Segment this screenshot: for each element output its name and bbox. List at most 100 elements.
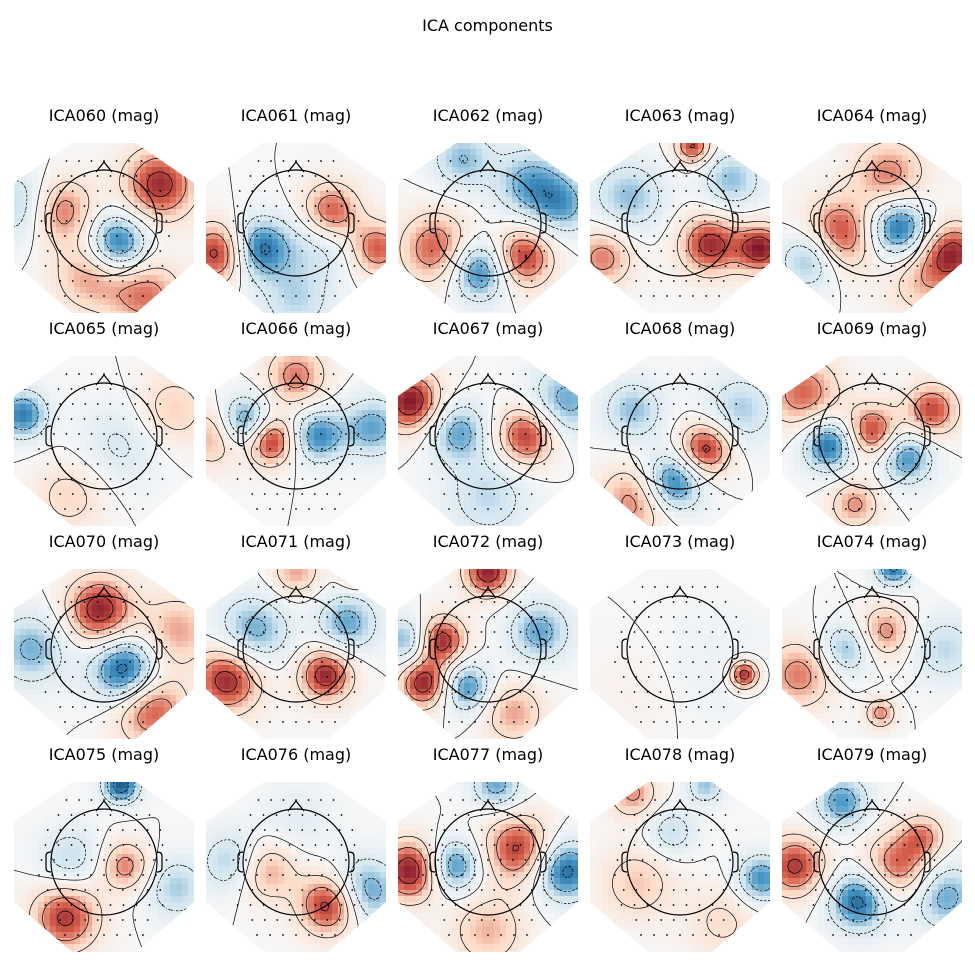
sensor-dot [57, 631, 60, 633]
sensor-dot [711, 205, 714, 207]
sensor-dot [327, 388, 330, 390]
sensor-dot [877, 601, 880, 603]
sensor-dot [332, 799, 335, 801]
sensor-dot [327, 205, 330, 207]
sensor-dot [115, 373, 118, 375]
sensor-dot [116, 295, 118, 297]
sensor-dot [877, 463, 880, 465]
nose [287, 800, 305, 812]
field-map [14, 782, 194, 952]
sensor-dot [249, 814, 252, 816]
sensor-dot [96, 403, 99, 405]
sensor-dot [620, 631, 623, 633]
sensor-dot [833, 586, 836, 588]
sensor-dot [90, 448, 92, 450]
field-map [782, 143, 962, 313]
sensor-dot [270, 859, 272, 861]
sensor-dot [480, 190, 483, 192]
sensor-dot [910, 448, 912, 450]
sensor-dot [40, 433, 43, 435]
sensor-dot [871, 508, 873, 510]
sensor-dot [83, 175, 86, 177]
sensor-dot [679, 448, 681, 450]
sensor-dot [83, 388, 86, 390]
sensor-dot [428, 844, 431, 846]
sensor-dot [334, 295, 336, 297]
sensor-dot [159, 676, 162, 678]
ear-left [45, 212, 52, 234]
sensor-dot [506, 265, 509, 267]
sensor-dot [70, 844, 73, 846]
field-map [398, 569, 578, 739]
head-circle [818, 808, 926, 916]
sensor-dot [430, 616, 433, 618]
sensor-dot [269, 874, 271, 876]
field-map [590, 356, 770, 526]
sensor-dot [871, 433, 873, 435]
sensor-dot [838, 844, 841, 846]
sensor-dot [103, 508, 105, 510]
sensor-dot [500, 661, 502, 663]
sensor-dot [140, 160, 143, 162]
sensor-dot [537, 859, 539, 861]
sensor-dot [454, 175, 457, 177]
sensor-dot [467, 691, 470, 693]
sensor-dot [129, 874, 131, 876]
sensor-dot [500, 508, 502, 510]
sensor-dot [454, 844, 457, 846]
head-outline [813, 374, 931, 490]
sensor-dot [666, 721, 668, 723]
sensor-dot [353, 478, 356, 480]
sensor-dot [654, 586, 656, 588]
sensor-dot [545, 265, 548, 267]
sensor-dot [685, 280, 688, 282]
sensor-dot [532, 814, 535, 816]
sensor-dot [902, 493, 905, 495]
sensor-dot [487, 433, 489, 435]
sensor-dot [896, 859, 898, 861]
sensor-dot [641, 433, 644, 435]
sensor-dot [833, 220, 836, 222]
sensor-dot [480, 919, 483, 921]
sensor-dot [83, 418, 86, 420]
sensor-dot [716, 859, 719, 861]
sensor-dot [833, 859, 836, 861]
nose [287, 161, 305, 173]
sensor-dot [493, 250, 496, 252]
topomap-title: ICA070 (mag) [48, 532, 160, 551]
sensor-dot [897, 448, 899, 450]
sensor-dot [422, 235, 424, 237]
sensor-dot [825, 691, 828, 693]
sensor-dot [889, 889, 892, 891]
sensor-dot [532, 631, 535, 633]
sensor-dot [908, 646, 911, 648]
sensor-dot [735, 403, 738, 405]
sensor-dot [710, 463, 713, 465]
sensor-dot [135, 175, 138, 177]
sensor-dot [552, 448, 554, 450]
nose [287, 374, 305, 386]
sensor-dot [744, 874, 746, 876]
head-circle [434, 595, 542, 703]
topomap-panel: ICA077 (mag) [398, 745, 578, 958]
sensor-dot [441, 388, 444, 390]
contour-line [601, 424, 732, 526]
sensor-dot [353, 631, 356, 633]
sensor-dot [519, 631, 522, 633]
field-map [398, 143, 578, 313]
sensor-dot [685, 388, 688, 390]
sensor-dot [71, 919, 74, 921]
sensor-dot [710, 706, 713, 708]
sensor-dot [116, 874, 118, 876]
sensor-dot [474, 448, 476, 450]
sensor-dot [295, 721, 297, 723]
sensor-dot [121, 829, 124, 831]
sensor-dot [518, 403, 521, 405]
ear-right [924, 851, 931, 873]
sensor-dot [704, 646, 706, 648]
sensor-dot [301, 919, 304, 921]
sensor-dot [467, 601, 470, 603]
contour-line [748, 865, 770, 892]
sensor-dot [806, 874, 808, 876]
sensor-dot [78, 646, 80, 648]
